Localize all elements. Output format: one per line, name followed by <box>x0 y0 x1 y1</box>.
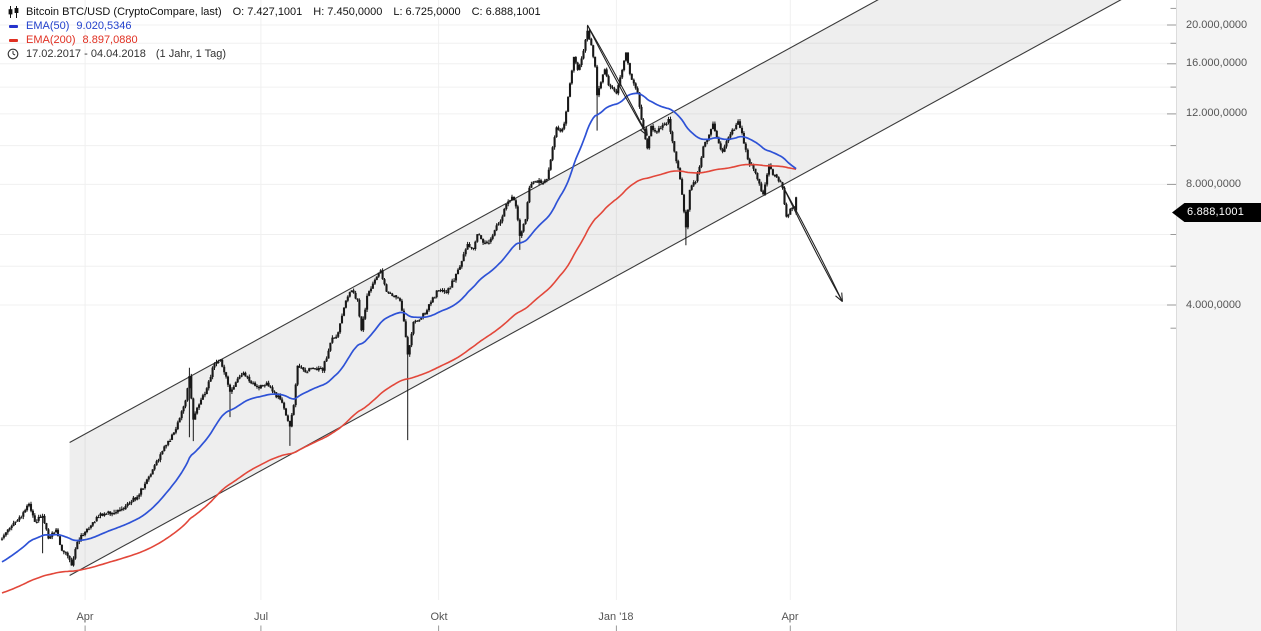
instrument-title: Bitcoin BTC/USD (CryptoCompare, last) <box>26 6 222 18</box>
high-value: H: 7.450,0000 <box>313 6 383 18</box>
low-value: L: 6.725,0000 <box>393 6 461 18</box>
date-range: 17.02.2017 - 04.04.2018 <box>26 48 146 60</box>
y-axis-label: 12.000,0000 <box>1186 107 1248 119</box>
ema50-label: EMA(50) <box>26 20 70 32</box>
clock-icon <box>6 48 20 60</box>
close-value: C: 6.888,1001 <box>471 6 541 18</box>
open-value: O: 7.427,1001 <box>232 6 303 18</box>
y-axis-label: 4.000,0000 <box>1186 299 1242 311</box>
date-range-row: 17.02.2017 - 04.04.2018 (1 Jahr, 1 Tag) <box>6 47 541 61</box>
y-axis-label: 8.000,0000 <box>1186 178 1242 190</box>
ema200-label: EMA(200) <box>26 34 76 46</box>
interval-note: (1 Jahr, 1 Tag) <box>155 48 227 60</box>
y-axis-label: 20.000,0000 <box>1186 19 1248 31</box>
ema50-value: 9.020,5346 <box>76 20 132 32</box>
x-axis-label: Apr <box>781 611 799 623</box>
ema50-legend-row: EMA(50) 9.020,5346 <box>6 19 541 33</box>
last-price-value: 6.888,1001 <box>1187 206 1245 218</box>
x-axis-label: Jul <box>253 611 269 623</box>
last-price-tag: 6.888,1001 <box>1172 203 1261 222</box>
ema200-line-swatch <box>6 38 20 42</box>
x-axis-label: Jan '18 <box>598 611 634 623</box>
candlestick-icon <box>6 6 20 18</box>
x-axis-label: Apr <box>76 611 94 623</box>
x-axis-label: Okt <box>430 611 448 623</box>
ema200-value: 8.897,0880 <box>82 34 138 46</box>
ema200-legend-row: EMA(200) 8.897,0880 <box>6 33 541 47</box>
ema50-line-swatch <box>6 24 20 28</box>
y-axis-label: 16.000,0000 <box>1186 57 1248 69</box>
instrument-row: Bitcoin BTC/USD (CryptoCompare, last) O:… <box>6 5 541 19</box>
chart-legend: Bitcoin BTC/USD (CryptoCompare, last) O:… <box>6 5 541 61</box>
